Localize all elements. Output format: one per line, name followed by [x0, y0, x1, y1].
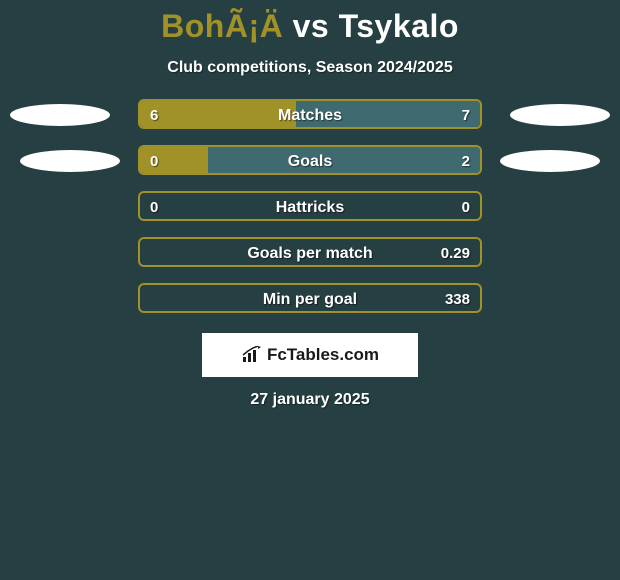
page-title: BohÃ¡Ä vs Tsykalo — [161, 8, 459, 45]
stat-label: Hattricks — [140, 193, 480, 221]
stat-bar-right — [208, 147, 480, 173]
stat-row: 338Min per goal — [0, 283, 620, 313]
stat-row: 0.29Goals per match — [0, 237, 620, 267]
player1-avatar-icon — [20, 150, 120, 172]
stat-value-left: 6 — [150, 101, 158, 129]
stat-bar-right — [296, 101, 480, 127]
stat-value-right: 0.29 — [441, 239, 470, 267]
stat-value-right: 0 — [462, 193, 470, 221]
stat-bar: 0.29Goals per match — [138, 237, 482, 267]
stat-row: 02Goals — [0, 145, 620, 175]
stat-rows: 67Matches02Goals00Hattricks0.29Goals per… — [0, 99, 620, 329]
stat-row: 0 0Hattricks — [0, 191, 620, 221]
player2-avatar-icon — [510, 104, 610, 126]
date-text: 27 january 2025 — [250, 391, 369, 409]
brand-text: FcTables.com — [241, 345, 379, 365]
stat-value-left: 0 — [150, 193, 158, 221]
title-vs: vs — [283, 8, 338, 44]
stat-bar: 02Goals — [138, 145, 482, 175]
stat-label: Min per goal — [140, 285, 480, 313]
stat-bar: 67Matches — [138, 99, 482, 129]
brand-label: FcTables.com — [267, 345, 379, 365]
player1-avatar-icon — [10, 104, 110, 126]
stat-value-right: 2 — [462, 147, 470, 175]
stat-bar-left — [140, 101, 296, 127]
player2-avatar-icon — [500, 150, 600, 172]
title-player2: Tsykalo — [339, 8, 459, 44]
comparison-card: BohÃ¡Ä vs Tsykalo Club competitions, Sea… — [0, 0, 620, 409]
stat-bar: 0 0Hattricks — [138, 191, 482, 221]
stat-label: Goals per match — [140, 239, 480, 267]
chart-icon — [241, 346, 263, 364]
brand-box[interactable]: FcTables.com — [202, 333, 418, 377]
stat-row: 67Matches — [0, 99, 620, 129]
stat-value-right: 7 — [462, 101, 470, 129]
stat-bar: 338Min per goal — [138, 283, 482, 313]
stat-value-left: 0 — [150, 147, 158, 175]
title-player1: BohÃ¡Ä — [161, 8, 283, 44]
subtitle: Club competitions, Season 2024/2025 — [167, 59, 452, 77]
stat-value-right: 338 — [445, 285, 470, 313]
